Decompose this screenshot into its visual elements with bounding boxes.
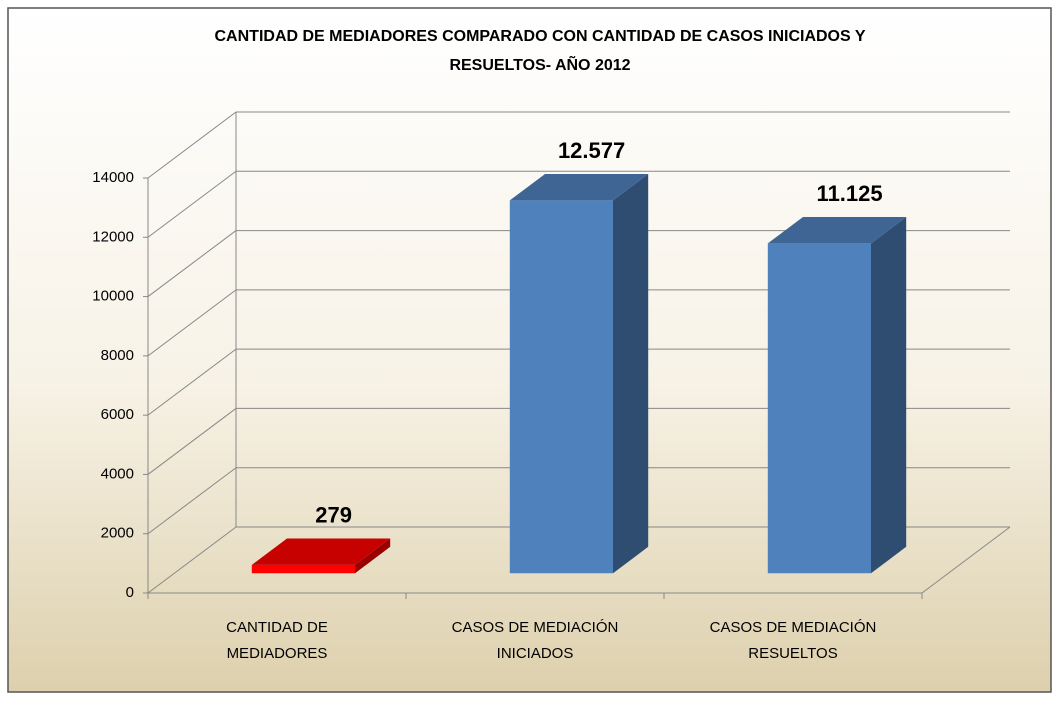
y-tick-label: 4000	[101, 465, 134, 482]
grid-line	[147, 526, 237, 594]
data-label: 12.577	[558, 138, 625, 163]
y-tick-label: 14000	[92, 169, 134, 186]
bar	[251, 538, 391, 574]
bar-side	[613, 173, 649, 574]
bar	[767, 217, 907, 574]
floor-edge	[921, 526, 1011, 594]
x-tick-label: CASOS DE MEDIACIÓN RESUELTOS	[710, 619, 877, 662]
x-tick-label: CANTIDAD DE MEDIADORES	[226, 619, 328, 662]
bar-top	[767, 217, 907, 244]
bar-top	[251, 538, 391, 565]
grid-line	[147, 230, 237, 297]
y-tick-label: 2000	[101, 525, 134, 542]
grid-line	[147, 467, 237, 535]
grid-line	[147, 348, 237, 416]
grid-line	[147, 408, 237, 475]
y-tick-label: 0	[126, 584, 134, 601]
bar-front	[767, 243, 871, 574]
y-tick-label: 6000	[101, 406, 134, 423]
chart-title: CANTIDAD DE MEDIADORES COMPARADO CON CAN…	[215, 28, 866, 74]
bar-front	[509, 200, 613, 574]
y-tick-label: 10000	[92, 288, 134, 305]
grid-line	[147, 111, 237, 179]
data-label: 11.125	[817, 181, 883, 206]
bar-side	[355, 538, 391, 574]
data-label: 279	[315, 502, 352, 527]
bar-top	[509, 173, 649, 201]
grid-line	[147, 170, 237, 238]
bar-side	[871, 217, 907, 574]
bar-front	[251, 564, 355, 574]
x-tick-label: CASOS DE MEDIACIÓN INICIADOS	[452, 619, 619, 662]
bar	[509, 173, 649, 574]
y-tick-label: 8000	[101, 347, 134, 364]
y-tick-label: 12000	[92, 228, 134, 245]
grid-line	[147, 289, 237, 357]
